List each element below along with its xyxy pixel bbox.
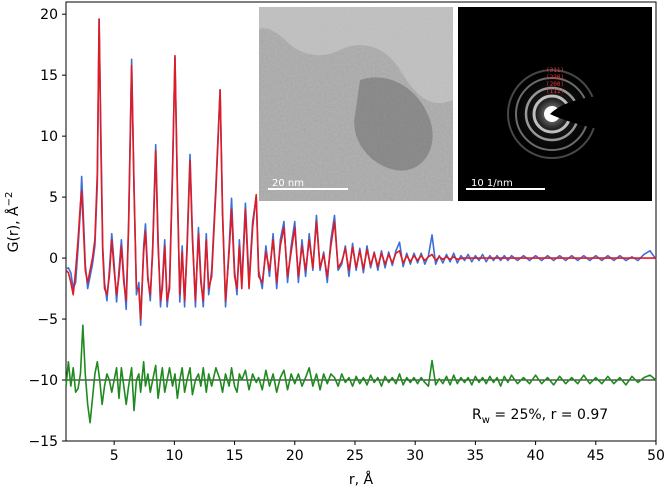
- y-tick-label: −15: [28, 434, 58, 450]
- y-axis-title: G(r), Å−2: [4, 192, 22, 253]
- x-tick-label: 40: [527, 448, 545, 464]
- miller-index-label: (311): [546, 67, 564, 74]
- x-tick-label: 15: [226, 448, 244, 464]
- y-tick-label: 0: [49, 251, 58, 267]
- x-tick-label: 45: [587, 448, 605, 464]
- x-tick-label: 25: [346, 448, 364, 464]
- x-tick-label: 35: [466, 448, 484, 464]
- fit-quality-annotation: Rw = 25%, r = 0.97: [472, 407, 608, 426]
- y-axis-ticks: −15 −10 −5 0 5 10 15 20: [28, 7, 66, 450]
- series-group: [65, 18, 657, 424]
- fit-series-line: [65, 18, 656, 320]
- annotation-suffix: = 25%, r = 0.97: [490, 407, 608, 423]
- y-tick-label: −10: [28, 373, 58, 389]
- y-tick-label: −5: [37, 312, 58, 328]
- x-axis-ticks: 5 10 15 20 25 30 35 40 45 50: [110, 441, 665, 464]
- saed-pattern-inset: (311)(220)(200)(111) 10 1/nm: [458, 7, 652, 201]
- y-tick-label: 15: [40, 68, 58, 84]
- saed-scale-label: 10 1/nm: [471, 178, 513, 189]
- miller-indices: (311)(220)(200)(111): [546, 67, 564, 95]
- x-tick-label: 5: [110, 448, 119, 464]
- x-tick-label: 20: [286, 448, 304, 464]
- x-axis-title: r, Å: [349, 471, 374, 488]
- miller-index-label: (111): [546, 88, 564, 95]
- beam-stop: [550, 93, 650, 133]
- tem-image-inset: 20 nm: [259, 7, 453, 201]
- miller-index-label: (200): [546, 81, 564, 88]
- annotation-prefix: R: [472, 407, 482, 423]
- y-tick-label: 5: [49, 190, 58, 206]
- y-axis-title-main: G(r), Å: [5, 206, 22, 252]
- miller-index-label: (220): [546, 74, 564, 81]
- tem-scale-label: 20 nm: [272, 178, 304, 189]
- y-tick-label: 20: [40, 7, 58, 23]
- difference-series-line: [65, 324, 657, 424]
- x-tick-label: 10: [165, 448, 183, 464]
- x-tick-label: 30: [406, 448, 424, 464]
- y-axis-title-sup: −2: [4, 192, 15, 207]
- y-tick-label: 10: [40, 129, 58, 145]
- x-tick-label: 50: [647, 448, 665, 464]
- annotation-sub: w: [482, 415, 490, 426]
